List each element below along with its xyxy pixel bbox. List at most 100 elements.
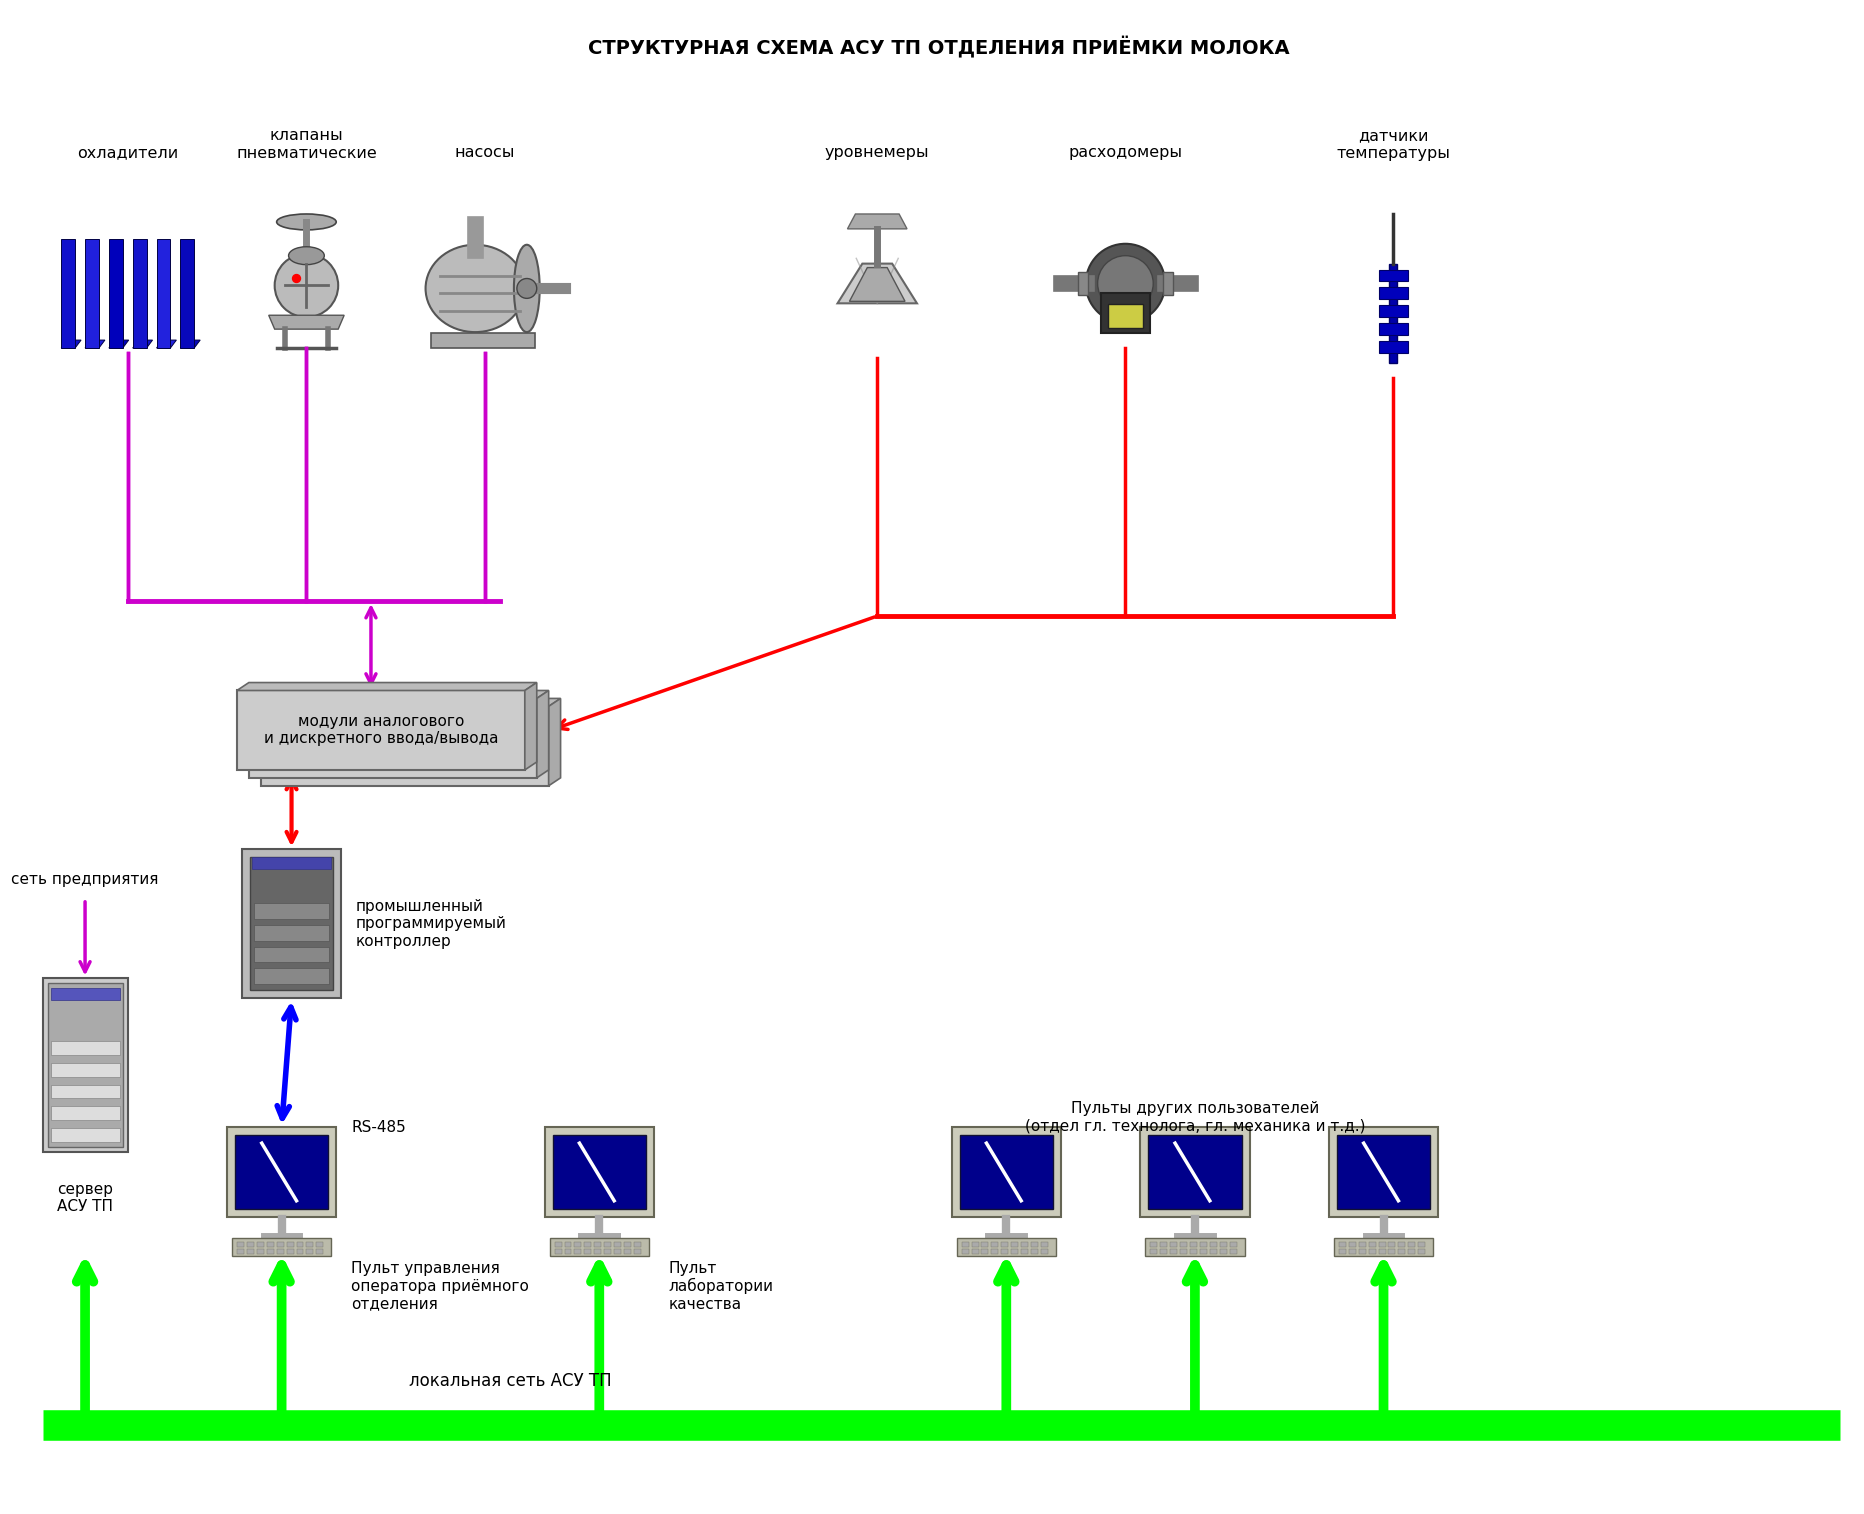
- Text: насосы: насосы: [455, 145, 514, 160]
- Bar: [1377, 306, 1407, 318]
- Polygon shape: [548, 698, 561, 786]
- Bar: [1169, 1243, 1176, 1248]
- Bar: [544, 1128, 654, 1217]
- Bar: [1021, 1243, 1027, 1248]
- Bar: [254, 946, 330, 963]
- Bar: [1338, 1243, 1346, 1248]
- Bar: [1348, 1249, 1355, 1255]
- Text: Пульт управления
оператора приёмного
отделения: Пульт управления оператора приёмного отд…: [350, 1261, 529, 1311]
- Bar: [1359, 1249, 1364, 1255]
- Polygon shape: [261, 698, 561, 707]
- Bar: [52, 1107, 119, 1120]
- Bar: [1159, 1249, 1167, 1255]
- Polygon shape: [846, 213, 906, 229]
- Bar: [971, 1249, 979, 1255]
- Bar: [1189, 1243, 1197, 1248]
- Bar: [613, 1249, 621, 1255]
- Text: модули аналогового
и дискретного ввода/вывода: модули аналогового и дискретного ввода/в…: [263, 715, 498, 746]
- Bar: [1407, 1243, 1415, 1248]
- Bar: [250, 857, 334, 990]
- Text: СТРУКТУРНАЯ СХЕМА АСУ ТП ОТДЕЛЕНИЯ ПРИЁМКИ МОЛОКА: СТРУКТУРНАЯ СХЕМА АСУ ТП ОТДЕЛЕНИЯ ПРИЁМ…: [587, 36, 1288, 58]
- Bar: [1407, 1249, 1415, 1255]
- Circle shape: [1085, 244, 1165, 322]
- Bar: [237, 1243, 244, 1248]
- Bar: [624, 1243, 630, 1248]
- Bar: [1144, 1238, 1243, 1257]
- Bar: [1150, 1243, 1156, 1248]
- Polygon shape: [248, 690, 548, 698]
- Bar: [1389, 263, 1396, 363]
- Text: сеть предприятия: сеть предприятия: [11, 872, 158, 887]
- Bar: [1077, 271, 1087, 295]
- Bar: [613, 1243, 621, 1248]
- Bar: [1417, 1243, 1424, 1248]
- Text: сервер
АСУ ТП: сервер АСУ ТП: [58, 1182, 114, 1214]
- Bar: [254, 902, 330, 919]
- Text: Пульт
лаборатории
качества: Пульт лаборатории качества: [669, 1261, 774, 1311]
- Bar: [1180, 1249, 1186, 1255]
- Bar: [1368, 1249, 1376, 1255]
- Ellipse shape: [289, 247, 324, 265]
- Bar: [296, 1243, 304, 1248]
- Bar: [1031, 1243, 1038, 1248]
- Bar: [246, 1249, 254, 1255]
- Bar: [1100, 294, 1150, 333]
- Bar: [1107, 304, 1143, 329]
- Bar: [1001, 1249, 1008, 1255]
- Bar: [1336, 1136, 1430, 1208]
- Bar: [1001, 1243, 1008, 1248]
- Bar: [1180, 1243, 1186, 1248]
- Polygon shape: [537, 690, 548, 778]
- Bar: [43, 978, 127, 1152]
- Bar: [1210, 1249, 1215, 1255]
- Text: расходомеры: расходомеры: [1068, 145, 1182, 160]
- Bar: [595, 1243, 600, 1248]
- Text: промышленный
программируемый
контроллер: промышленный программируемый контроллер: [356, 899, 507, 949]
- Bar: [1040, 1249, 1048, 1255]
- Polygon shape: [837, 263, 917, 303]
- Text: Пульты других пользователей
(отдел гл. технолога, гл. механика и т.д.): Пульты других пользователей (отдел гл. т…: [1023, 1101, 1364, 1134]
- Bar: [1348, 1243, 1355, 1248]
- Bar: [1417, 1249, 1424, 1255]
- Bar: [565, 1249, 570, 1255]
- Bar: [962, 1243, 967, 1248]
- Polygon shape: [62, 341, 80, 348]
- Bar: [604, 1249, 611, 1255]
- Ellipse shape: [514, 245, 539, 332]
- Bar: [574, 1243, 582, 1248]
- Bar: [634, 1243, 641, 1248]
- Bar: [267, 1243, 274, 1248]
- Bar: [574, 1249, 582, 1255]
- Bar: [1148, 1136, 1241, 1208]
- Bar: [306, 1249, 313, 1255]
- Bar: [583, 1243, 591, 1248]
- Bar: [1398, 1249, 1405, 1255]
- Bar: [1377, 269, 1407, 282]
- Bar: [1377, 322, 1407, 335]
- Bar: [1228, 1243, 1236, 1248]
- Polygon shape: [157, 341, 177, 348]
- Bar: [1377, 1243, 1385, 1248]
- Bar: [1389, 1249, 1394, 1255]
- Bar: [1377, 1249, 1385, 1255]
- Bar: [1010, 1249, 1018, 1255]
- Bar: [1368, 1243, 1376, 1248]
- Text: локальная сеть АСУ ТП: локальная сеть АСУ ТП: [408, 1372, 611, 1390]
- Text: уровнемеры: уровнемеры: [824, 145, 928, 160]
- Bar: [227, 1128, 336, 1217]
- Bar: [276, 1249, 283, 1255]
- Bar: [237, 1249, 244, 1255]
- Bar: [254, 925, 330, 940]
- Bar: [1031, 1249, 1038, 1255]
- Bar: [1159, 1243, 1167, 1248]
- Bar: [287, 1243, 293, 1248]
- Polygon shape: [268, 315, 345, 329]
- Bar: [962, 1249, 967, 1255]
- Bar: [1021, 1249, 1027, 1255]
- Bar: [52, 1084, 119, 1099]
- Ellipse shape: [276, 213, 336, 230]
- Bar: [237, 690, 524, 771]
- Bar: [1010, 1243, 1018, 1248]
- Bar: [287, 1249, 293, 1255]
- Bar: [604, 1243, 611, 1248]
